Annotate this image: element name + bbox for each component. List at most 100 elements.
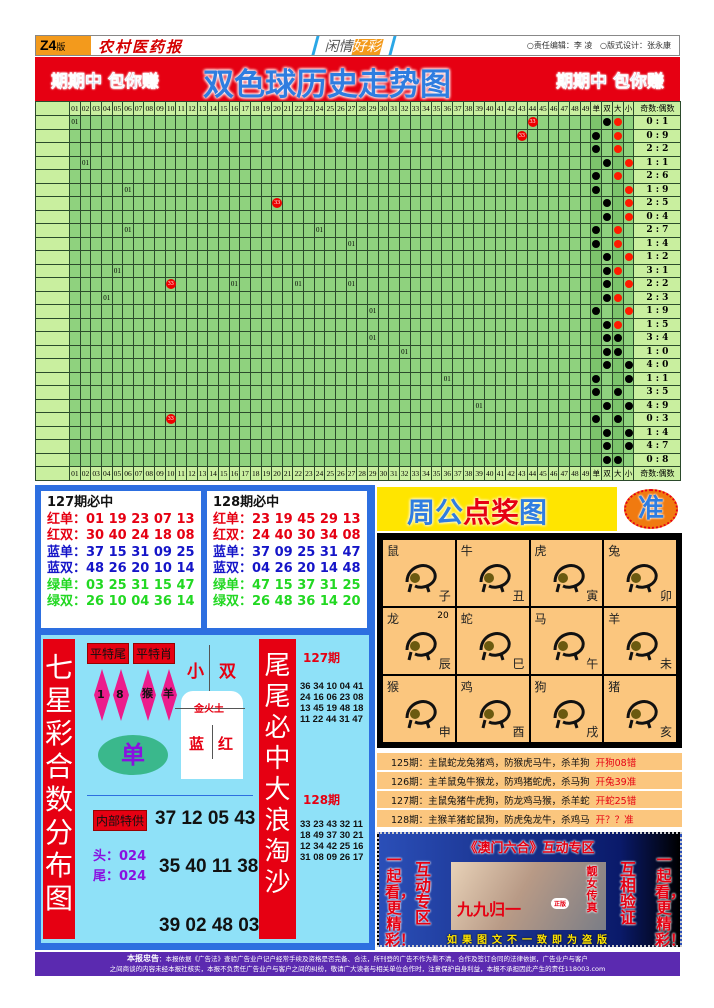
number-cell bbox=[281, 128, 294, 143]
number-cell bbox=[154, 425, 166, 440]
tail-value: 尾：024 bbox=[93, 869, 147, 884]
number-header: 09 bbox=[154, 101, 166, 116]
number-cell bbox=[377, 263, 390, 278]
number-cell bbox=[100, 236, 113, 251]
number-cell bbox=[569, 425, 581, 440]
number-cell bbox=[100, 155, 113, 170]
number-cell bbox=[356, 304, 368, 319]
number-cell bbox=[90, 317, 102, 332]
number-cell bbox=[292, 304, 305, 319]
number-cell bbox=[388, 263, 400, 278]
number-cell bbox=[207, 209, 219, 224]
number-cell bbox=[69, 182, 81, 197]
number-cell bbox=[505, 236, 517, 251]
pick-line: 绿单：47 15 37 31 25 bbox=[213, 578, 361, 595]
number-cell bbox=[164, 196, 177, 211]
number-cell bbox=[164, 439, 177, 454]
number-cell bbox=[388, 182, 400, 197]
number-cell bbox=[452, 398, 464, 413]
number-cell bbox=[537, 223, 549, 238]
number-cell bbox=[100, 115, 113, 130]
trend-row: 4 : 0 bbox=[35, 358, 682, 373]
stat-cell-small bbox=[622, 358, 635, 373]
number-cell bbox=[430, 115, 443, 130]
number-cell: 01 bbox=[473, 398, 485, 413]
number-cell bbox=[79, 425, 92, 440]
odd-even-ratio: 3 : 1 bbox=[633, 263, 682, 278]
odd-even-ratio: 4 : 7 bbox=[633, 439, 682, 454]
number-cell bbox=[122, 290, 134, 305]
number-cell bbox=[303, 182, 315, 197]
number-cell bbox=[537, 128, 549, 143]
number-cell bbox=[207, 398, 219, 413]
prediction-result: 开蛇25错 bbox=[595, 796, 637, 807]
stat-cell-small bbox=[622, 209, 635, 224]
number-cell bbox=[335, 182, 347, 197]
row-label bbox=[35, 250, 70, 265]
stat-cell-even bbox=[601, 128, 613, 143]
number-cell bbox=[388, 236, 400, 251]
number-cell bbox=[537, 371, 549, 386]
number-cell bbox=[207, 439, 219, 454]
number-cell bbox=[398, 412, 411, 427]
number-cell bbox=[186, 209, 198, 224]
number-cell bbox=[175, 425, 188, 440]
number-cell bbox=[345, 182, 358, 197]
number-cell bbox=[79, 412, 92, 427]
number-cell bbox=[175, 128, 188, 143]
number-cell bbox=[420, 304, 432, 319]
number-cell bbox=[100, 439, 113, 454]
number-cell bbox=[313, 344, 326, 359]
number-cell bbox=[196, 196, 209, 211]
number-cell bbox=[579, 182, 592, 197]
number-header: 24 bbox=[313, 101, 326, 116]
number-cell bbox=[388, 371, 400, 386]
number-cell bbox=[90, 115, 102, 130]
number-cell bbox=[122, 344, 134, 359]
number-cell bbox=[579, 304, 592, 319]
number-cell bbox=[143, 209, 156, 224]
number-cell bbox=[462, 398, 475, 413]
zodiac-cell: 马午 bbox=[530, 608, 603, 674]
number-cell bbox=[303, 155, 315, 170]
number-cell bbox=[473, 385, 485, 400]
trend-row: 0 : 4 bbox=[35, 209, 682, 224]
number-cell bbox=[505, 371, 517, 386]
number-cell bbox=[324, 250, 336, 265]
number-cell bbox=[484, 250, 496, 265]
number-cell bbox=[164, 358, 177, 373]
number-cell bbox=[207, 155, 219, 170]
number-cell bbox=[100, 358, 113, 373]
number-cell bbox=[579, 209, 592, 224]
red-dot bbox=[624, 280, 633, 289]
number-cell bbox=[111, 169, 124, 184]
black-dot bbox=[603, 401, 612, 410]
number-cell bbox=[398, 128, 411, 143]
row-label bbox=[35, 169, 70, 184]
number-cell bbox=[175, 385, 188, 400]
black-dot bbox=[603, 334, 612, 343]
number-cell bbox=[420, 398, 432, 413]
number-header: 05 bbox=[111, 466, 124, 481]
number-cell bbox=[207, 385, 219, 400]
number-cell bbox=[249, 250, 262, 265]
number-cell bbox=[579, 331, 592, 346]
column-name: 闲情好彩 bbox=[311, 36, 397, 55]
black-dot bbox=[603, 293, 612, 302]
red-dot bbox=[613, 320, 622, 329]
number-cell bbox=[366, 277, 379, 292]
number-cell bbox=[217, 290, 230, 305]
number-cell bbox=[79, 317, 92, 332]
number-cell bbox=[494, 182, 507, 197]
number-cell bbox=[579, 358, 592, 373]
number-cell bbox=[90, 425, 102, 440]
number-cell bbox=[515, 385, 528, 400]
number-header: 32 bbox=[398, 101, 411, 116]
number-cell bbox=[569, 209, 581, 224]
number-cell bbox=[281, 452, 294, 467]
black-dot bbox=[592, 239, 601, 248]
number-cell bbox=[271, 142, 283, 157]
number-cell bbox=[398, 142, 411, 157]
number-cell bbox=[79, 344, 92, 359]
number-header: 04 bbox=[100, 466, 113, 481]
